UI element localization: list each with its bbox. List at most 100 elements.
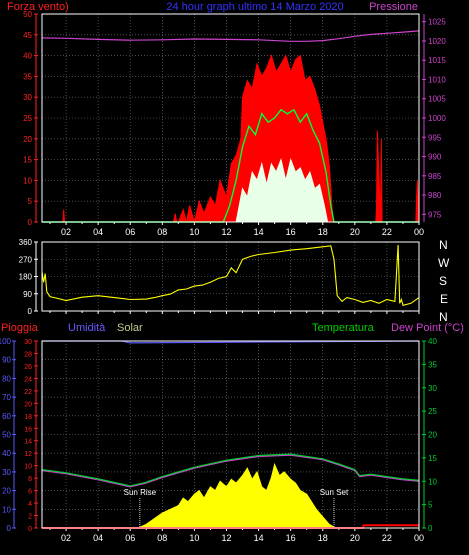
compass-w: W [438,256,450,270]
rain-y-tick-label: 8 [28,476,32,483]
temperature-line [41,453,420,487]
rain-y-tick-label: 18 [24,414,32,421]
wind-direction-panel: 0 90 180 270 360 [19,238,420,316]
climate-xtick-label: 06 [125,533,135,543]
climate-xtick-label: 14 [254,533,264,543]
wind-min-area [42,157,419,223]
rain-y-tick-label: 26 [24,364,32,371]
temperature-label: Temperatura [312,322,375,334]
direction-y-tick-label: 0 [28,307,33,316]
rain-y-tick-label: 6 [28,489,32,496]
pressure-line [41,30,420,42]
humidity-tick-label: 40 [2,449,11,458]
climate-xtick-label: 18 [318,533,328,543]
wind-y-tick-label: 15 [23,156,32,165]
climate-xtick-label: 00 [414,533,424,543]
wind-xtick-label: 04 [93,227,103,237]
wind-xtick-label: 00 [414,227,424,237]
pressure-y-tick-label: 990 [428,153,442,162]
temperature-y-tick-label: 20 [428,431,437,440]
rain-y-tick-label: 10 [24,464,32,471]
direction-y-tick-label: 90 [23,290,32,299]
rain-y-tick-label: 20 [24,401,32,408]
wind-y-tick-label: 10 [23,176,32,185]
wind-y-tick-label: 30 [23,93,32,102]
temperature-y-tick-label: 5 [428,501,433,510]
wind-xtick-label: 20 [350,227,360,237]
solar-area [138,462,338,529]
climate-xtick-label: 20 [350,533,360,543]
climate-xtick-label: 12 [221,533,231,543]
pressure-y-tick-label: 1000 [428,114,446,123]
wind-average-line [42,108,419,223]
wind-gust-area [42,54,420,224]
humidity-tick-label: 70 [2,393,11,402]
rain-y-tick-label: 14 [24,439,32,446]
humidity-tick-label: 80 [2,374,11,383]
climate-xtick-label: 04 [93,533,103,543]
wind-xtick-label: 06 [125,227,135,237]
wind-xtick-label: 14 [254,227,264,237]
wind-y-tick-label: 0 [28,218,33,227]
dewpoint-line [41,454,420,488]
temperature-y-tick-label: 30 [428,384,437,393]
wind-xtick-label: 10 [189,227,199,237]
sunrise-label: Sun Rise [124,488,157,497]
rain-y-tick-label: 22 [24,389,32,396]
rain-y-tick-label: 30 [24,339,32,346]
sunset-label: Sun Set [320,488,349,497]
solar-label: Solar [117,322,143,334]
pressure-y-tick-label: 975 [428,210,442,219]
pressure-y-tick-label: 980 [428,191,442,200]
temperature-y-tick-label: 40 [428,337,437,346]
rain-y-tick-label: 24 [24,376,32,383]
humidity-tick-label: 10 [2,505,11,514]
pressure-y-tick-label: 1025 [428,18,446,27]
wind-y-tick-label: 25 [23,114,32,123]
wind-y-tick-label: 5 [28,197,33,206]
rain-y-tick-label: 0 [28,526,32,533]
rain-y-tick-label: 12 [24,451,32,458]
pressure-label: Pressione [369,1,418,13]
rain-label: Pioggia [1,322,39,334]
temperature-y-tick-label: 25 [428,407,437,416]
compass-e: E [440,292,448,306]
wind-xtick-label: 02 [61,227,71,237]
graph-title: 24 hour graph ultimo 14 Marzo 2020 [166,1,343,13]
compass-n-bottom: N [439,310,448,324]
pressure-y-tick-label: 1010 [428,75,446,84]
wind-xtick-label: 18 [318,227,328,237]
rain-y-tick-label: 2 [28,514,32,521]
climate-xtick-label: 10 [189,533,199,543]
pressure-y-tick-label: 1005 [428,95,446,104]
wind-direction-line [41,244,420,306]
direction-y-tick-label: 360 [19,238,33,247]
climate-frame [41,340,420,529]
rain-y-tick-label: 16 [24,426,32,433]
humidity-tick-label: 100 [0,337,12,346]
wind-xtick-label: 22 [382,227,392,237]
pressure-y-tick-label: 1015 [428,56,446,65]
wind-pressure-panel: 02 04 06 08 10 12 14 16 18 20 22 000510152025303540… [23,10,446,237]
temperature-y-tick-label: 0 [428,524,433,533]
pressure-y-tick-label: 995 [428,133,442,142]
climate-xtick-label: 02 [61,533,71,543]
direction-y-tick-label: 180 [19,273,33,282]
wind-frame [41,13,420,223]
temperature-y-tick-label: 15 [428,454,437,463]
climate-panel: 02 04 06 08 10 12 14 16 18 20 22 000102030405060708… [0,337,437,543]
rain-y-tick-label: 28 [24,351,32,358]
direction-frame [41,241,420,312]
wind-force-label: Forza vento) [7,1,69,13]
rain-y-tick-label: 4 [28,501,32,508]
wind-y-tick-label: 35 [23,72,32,81]
wind-y-tick-label: 40 [23,52,32,61]
humidity-tick-label: 90 [2,356,11,365]
pressure-y-tick-label: 985 [428,172,442,181]
dewpoint-label: Dew Point (°C) [391,322,464,334]
humidity-tick-label: 60 [2,412,11,421]
wind-xtick-label: 16 [286,227,296,237]
humidity-tick-label: 0 [7,524,12,533]
humidity-tick-label: 50 [2,431,11,440]
wind-y-tick-label: 45 [23,31,32,40]
